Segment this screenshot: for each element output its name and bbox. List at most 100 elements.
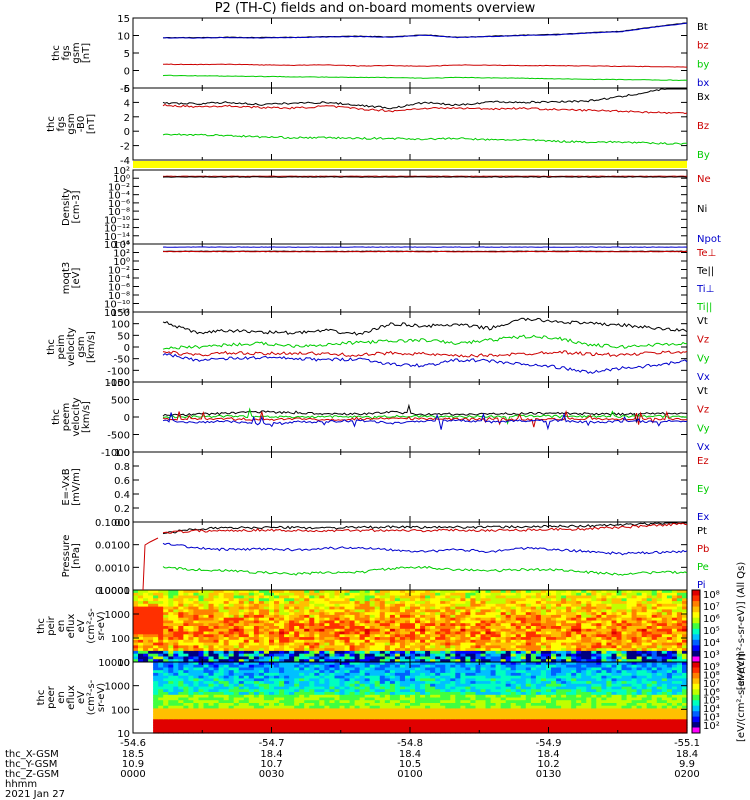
spectrogram-cell <box>465 650 471 655</box>
spectrogram-cell <box>163 606 169 610</box>
spectrogram-cell <box>314 697 320 701</box>
spectrogram-cell <box>349 681 356 685</box>
spectrogram-cell <box>399 689 406 693</box>
spectrogram-cell <box>500 703 507 707</box>
spectrogram-cell <box>455 664 461 668</box>
spectrogram-cell <box>566 648 572 652</box>
spectrogram-cell <box>676 656 683 660</box>
spectrogram-cell <box>289 672 295 677</box>
spectrogram-cell <box>455 700 461 704</box>
spectrogram-cell <box>515 659 522 663</box>
spectrogram-cell <box>510 592 517 597</box>
spectrogram-cell <box>354 634 361 638</box>
spectrogram-cell <box>299 590 305 594</box>
spectrogram-cell <box>435 681 441 685</box>
spectrogram-cell <box>253 653 260 658</box>
spectrogram-cell <box>258 617 265 622</box>
spectrogram-cell <box>233 626 240 630</box>
spectrogram-cell <box>480 601 487 605</box>
spectrogram-cell <box>410 730 416 734</box>
spectrogram-cell <box>616 601 623 605</box>
spectrogram-cell <box>425 623 431 627</box>
spectrogram-cell <box>354 609 361 613</box>
spectrogram-cell <box>208 686 215 690</box>
spectrogram-cell <box>364 634 371 638</box>
spectrogram-cell <box>661 653 668 658</box>
spectrogram-cell <box>571 614 577 619</box>
spectrogram-cell <box>153 612 159 616</box>
spectrogram-cell <box>269 711 275 715</box>
spectrogram-cell <box>405 628 411 633</box>
spectrogram-cell <box>470 697 476 701</box>
spectrogram-cell <box>546 692 552 696</box>
spectrogram-cell <box>349 659 356 663</box>
spectrogram-cell <box>671 598 678 602</box>
spectrogram-cell <box>263 617 270 622</box>
spectrogram-cell <box>601 656 607 660</box>
spectrogram-cell <box>168 700 174 704</box>
spectrogram-cell <box>475 705 482 709</box>
spectrogram-cell <box>248 719 255 723</box>
spectrogram-cell <box>480 727 487 731</box>
spectrogram-cell <box>626 590 633 594</box>
spectrogram-cell <box>520 664 527 668</box>
spectrogram-cell <box>480 703 487 707</box>
spectrogram-cell <box>228 697 235 701</box>
spectrogram-cell <box>319 678 325 682</box>
spectrogram-cell <box>546 653 552 658</box>
spectrogram-cell <box>148 590 154 594</box>
spectrogram-cell <box>263 592 270 597</box>
spectrogram-cell <box>369 711 376 715</box>
spectrogram-cell <box>349 639 356 644</box>
spectrogram-cell <box>394 628 401 633</box>
spectrogram-cell <box>566 601 572 605</box>
spectrogram-cell <box>279 670 285 674</box>
spectrogram-cell <box>319 603 325 608</box>
spectrogram-cell <box>289 601 295 605</box>
spectrogram-cell <box>314 590 320 594</box>
spectrogram-cell <box>379 659 386 663</box>
spectrogram-cell <box>500 592 507 597</box>
spectrogram-cell <box>440 598 446 602</box>
spectrogram-cell <box>233 662 240 666</box>
spectrogram-cell <box>158 675 164 679</box>
spectrogram-cell <box>253 667 260 671</box>
spectrogram-cell <box>133 606 139 610</box>
spectrogram-cell <box>505 601 512 605</box>
spectrogram-cell <box>163 719 169 723</box>
spectrogram-cell <box>173 606 179 610</box>
spectrogram-cell <box>546 620 552 624</box>
spectrogram-cell <box>133 628 139 633</box>
spectrogram-cell <box>309 681 315 685</box>
spectrogram-cell <box>274 694 280 699</box>
spectrogram-cell <box>601 617 607 622</box>
spectrogram-cell <box>661 642 668 646</box>
spectrogram-cell <box>510 631 517 635</box>
spectrogram-cell <box>455 724 461 729</box>
spectrogram-cell <box>158 689 164 693</box>
spectrogram-cell <box>233 590 240 594</box>
spectrogram-cell <box>611 634 618 638</box>
spectrogram-cell <box>198 631 205 635</box>
spectrogram-cell <box>374 700 381 704</box>
spectrogram-cell <box>611 626 618 630</box>
spectrogram-cell <box>364 631 371 635</box>
spectrogram-cell <box>158 623 164 627</box>
spectrogram-cell <box>289 590 295 594</box>
spectrogram-cell <box>269 609 275 613</box>
spectrogram-cell <box>576 659 582 663</box>
spectrogram-cell <box>651 590 658 594</box>
spectrogram-cell <box>566 620 572 624</box>
spectrogram-cell <box>289 686 295 690</box>
spectrogram-cell <box>450 650 456 655</box>
spectrogram-cell <box>339 637 346 641</box>
spectrogram-cell <box>551 681 557 685</box>
spectrogram-cell <box>364 609 371 613</box>
spectrogram-cell <box>510 689 517 693</box>
spectrogram-cell <box>405 681 411 685</box>
spectrogram-cell <box>354 697 361 701</box>
spectrogram-cell <box>525 656 532 660</box>
spectrogram-cell <box>646 631 653 635</box>
spectrogram-cell <box>148 612 154 616</box>
